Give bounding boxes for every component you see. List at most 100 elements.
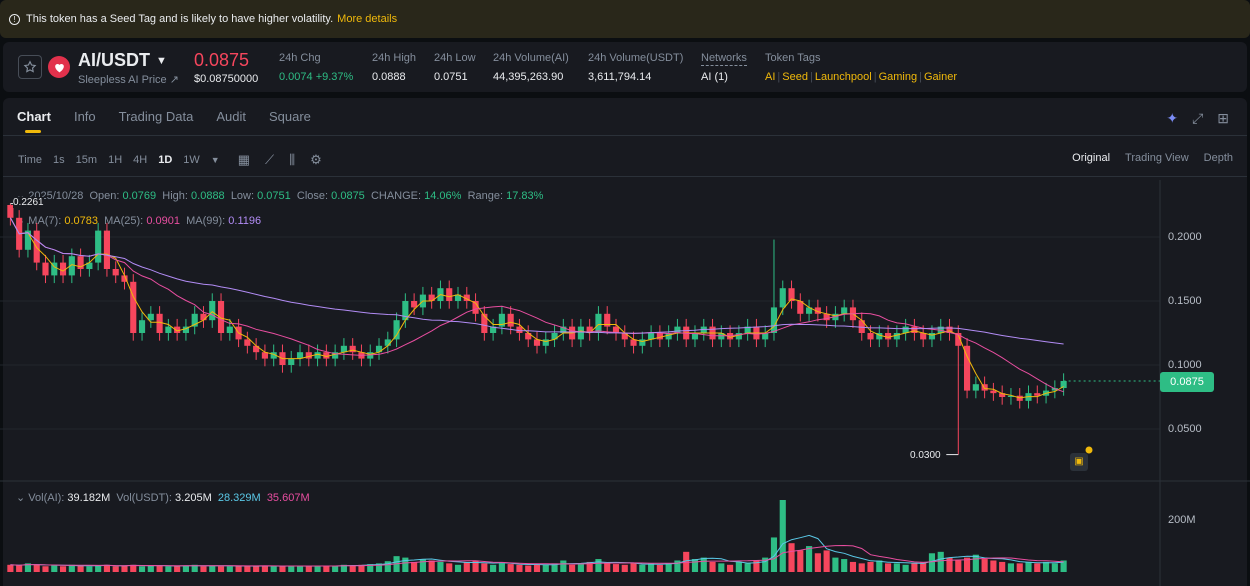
volume-bar <box>147 565 154 572</box>
candle-body <box>454 294 462 301</box>
layout-grid-icon[interactable]: ⊞ <box>1217 110 1229 126</box>
low-marker: 0.0300 <box>910 450 941 461</box>
candle-body <box>885 333 892 340</box>
candle-body <box>612 326 620 333</box>
interval-1d[interactable]: 1D <box>158 154 173 166</box>
favorite-star-icon[interactable] <box>18 55 42 79</box>
ohlc-range: 17.83% <box>506 190 544 202</box>
tab-info[interactable]: Info <box>73 109 96 124</box>
stat-networks[interactable]: Networks AI (1) <box>701 52 747 83</box>
ai-sparkle-icon[interactable]: ✦ <box>1166 110 1179 126</box>
vol-ma2-value: 35.607M <box>266 492 310 504</box>
interval-1h[interactable]: 1H <box>108 154 123 166</box>
vol-ma-line-1 <box>10 534 1064 567</box>
volume-bar <box>270 566 277 572</box>
candle-body <box>770 307 778 333</box>
tag-seed[interactable]: Seed <box>782 71 808 83</box>
candle-body <box>138 320 146 333</box>
tab-chart[interactable]: Chart <box>17 109 51 133</box>
volume-bar <box>753 560 760 572</box>
view-depth[interactable]: Depth <box>1203 152 1233 164</box>
volume-bar <box>68 564 75 572</box>
candle-body <box>823 313 830 321</box>
interval-time[interactable]: Time <box>18 154 43 166</box>
settings-icon[interactable]: ⚙ <box>310 152 322 167</box>
volume-bar <box>454 564 462 572</box>
candle-body <box>533 339 541 346</box>
stat-24h-change: 24h Chg 0.0074 +9.37% <box>279 52 354 83</box>
more-intervals-icon[interactable]: ▼ <box>210 155 220 165</box>
volume-bar <box>946 557 953 572</box>
tag-ai[interactable]: AI <box>765 71 776 83</box>
candle-body <box>806 307 813 314</box>
candle-body <box>428 294 435 301</box>
volume-bar <box>832 557 839 572</box>
volume-bar <box>516 564 523 572</box>
candle-body <box>226 326 233 333</box>
candle-body <box>244 339 251 346</box>
alert-bell-icon[interactable]: ▣ <box>1070 453 1088 471</box>
tag-gainer[interactable]: Gainer <box>923 71 957 83</box>
volume-bar <box>498 563 505 572</box>
ma99-value: 0.1196 <box>228 215 262 227</box>
legend-collapse-icon[interactable]: ⌄ <box>16 190 26 202</box>
candle-body <box>735 333 742 340</box>
interval-1s[interactable]: 1s <box>53 154 65 166</box>
candle-body <box>86 262 93 269</box>
candle-body <box>718 333 725 340</box>
candle-body <box>402 301 409 321</box>
indicator-icon[interactable]: ⟋ <box>264 152 275 167</box>
volume-bar <box>779 500 786 572</box>
candle-body <box>7 205 14 218</box>
tag-launchpool[interactable]: Launchpool <box>814 71 872 83</box>
candle-body <box>928 333 936 340</box>
interval-4h[interactable]: 4H <box>133 154 148 166</box>
interval-1w[interactable]: 1W <box>183 154 200 166</box>
tag-gaming[interactable]: Gaming <box>878 71 918 83</box>
tab-trading-data[interactable]: Trading Data <box>118 109 194 124</box>
ohlc-change: 14.06% <box>424 190 462 202</box>
volume-bar <box>700 557 707 572</box>
volume-bar <box>972 554 979 572</box>
interval-15m[interactable]: 15m <box>75 154 98 166</box>
pair-name: AI/USDT <box>78 50 150 70</box>
volume-bar <box>709 561 716 572</box>
candle-body <box>981 384 988 391</box>
candle-body <box>586 326 593 333</box>
vol-collapse-icon[interactable]: ⌄ <box>16 492 26 504</box>
candle-body <box>902 326 909 333</box>
more-details-link[interactable]: More details <box>337 13 398 25</box>
candle-body <box>1007 395 1015 397</box>
volume-bar <box>788 543 795 572</box>
tab-audit[interactable]: Audit <box>216 109 246 124</box>
volume-bar <box>674 560 681 572</box>
candle-body <box>296 352 304 359</box>
volume-bar <box>823 550 830 572</box>
volume-bar <box>95 565 102 572</box>
volume-bar <box>630 563 637 572</box>
pair-selector[interactable]: AI/USDT ▼ <box>78 50 167 71</box>
expand-icon[interactable]: ⤢ <box>1192 110 1204 126</box>
stat-24h-low: 24h Low 0.0751 <box>434 52 476 83</box>
volume-bar <box>314 565 321 572</box>
tab-square[interactable]: Square <box>268 109 311 124</box>
calendar-icon[interactable]: ▦ <box>237 152 250 167</box>
volume-bar <box>656 564 663 572</box>
volume-bar <box>551 563 558 572</box>
volume-bar <box>1034 563 1041 572</box>
view-original[interactable]: Original <box>1072 152 1111 164</box>
candle-body <box>121 275 128 282</box>
volume-bar <box>533 564 541 572</box>
candle-body <box>323 352 330 359</box>
candle-body <box>174 326 181 333</box>
candle-body <box>841 307 848 314</box>
candle-body <box>51 262 58 276</box>
token-price-link[interactable]: Sleepless AI Price ↗ <box>78 74 179 86</box>
volume-bar <box>200 566 207 572</box>
volume-bar <box>507 564 514 572</box>
chart-type-icon[interactable]: ⫼ <box>289 152 296 167</box>
view-tradingview[interactable]: Trading View <box>1125 152 1189 164</box>
candle-body <box>665 333 672 340</box>
candlestick-chart[interactable] <box>0 180 1250 586</box>
candle-body <box>253 345 260 353</box>
